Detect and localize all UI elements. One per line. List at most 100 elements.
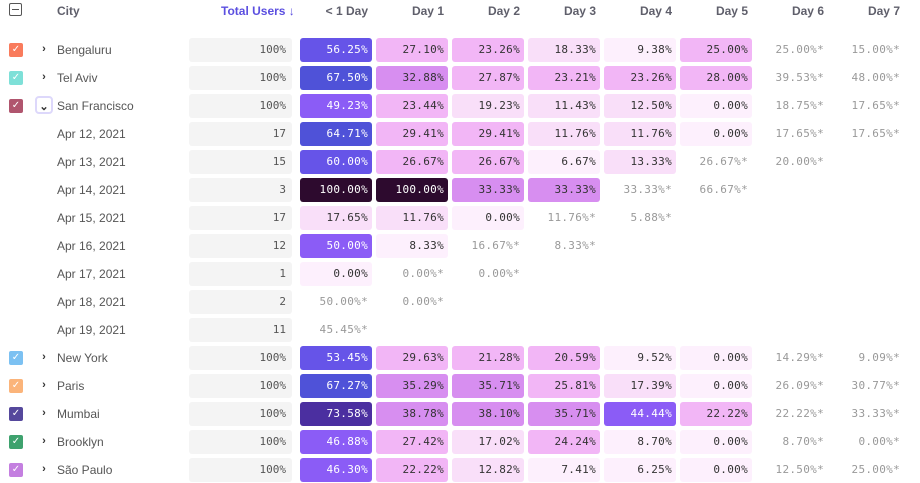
row-checkbox[interactable]: ✓ bbox=[9, 407, 23, 421]
retention-cell: 22.22% bbox=[680, 402, 752, 426]
chevron-right-icon[interactable]: › bbox=[42, 379, 46, 391]
row-checkbox[interactable]: ✓ bbox=[9, 463, 23, 477]
chevron-right-icon[interactable]: › bbox=[42, 43, 46, 55]
header-day-3[interactable]: Day 3 bbox=[563, 4, 596, 18]
header-day-2[interactable]: Day 2 bbox=[487, 4, 520, 18]
retention-cell: 25.81% bbox=[528, 374, 600, 398]
row-checkbox[interactable]: ✓ bbox=[9, 99, 23, 113]
header-total-users[interactable]: Total Users ↓ bbox=[221, 4, 295, 18]
header-city[interactable]: City bbox=[57, 4, 80, 18]
retention-cell: 0.00% bbox=[300, 262, 372, 286]
projected-retention-cell: 17.65%* bbox=[851, 99, 900, 112]
row-checkbox[interactable]: ✓ bbox=[9, 379, 23, 393]
projected-retention-cell: 33.33%* bbox=[623, 183, 672, 196]
retention-cell: 53.45% bbox=[300, 346, 372, 370]
chevron-right-icon[interactable]: › bbox=[42, 407, 46, 419]
row-checkbox[interactable]: ✓ bbox=[9, 435, 23, 449]
row-checkbox[interactable]: ✓ bbox=[9, 71, 23, 85]
retention-cell: 11.76% bbox=[528, 122, 600, 146]
total-users-cell: 100% bbox=[189, 66, 292, 90]
check-icon: ✓ bbox=[11, 380, 21, 391]
projected-retention-cell: 66.67%* bbox=[699, 183, 748, 196]
check-icon: ✓ bbox=[11, 408, 21, 419]
retention-cell: 28.00% bbox=[680, 66, 752, 90]
retention-cell: 23.44% bbox=[376, 94, 448, 118]
retention-cell: 13.33% bbox=[604, 150, 676, 174]
check-icon: ✓ bbox=[11, 44, 21, 55]
header-day-7[interactable]: Day 7 bbox=[867, 4, 900, 18]
projected-retention-cell: 39.53%* bbox=[775, 71, 824, 84]
city-row: ✓ › São Paulo 100% 46.30% 22.22% 12.82% 7.41% 6.… bbox=[0, 458, 920, 482]
row-checkbox[interactable]: ✓ bbox=[9, 351, 23, 365]
total-users-cell: 12 bbox=[189, 234, 292, 258]
retention-cell: 33.33% bbox=[452, 178, 524, 202]
projected-retention-cell: 0.00%* bbox=[858, 435, 900, 448]
retention-cell: 17.39% bbox=[604, 374, 676, 398]
select-all-checkbox[interactable] bbox=[9, 3, 22, 16]
projected-retention-cell: 14.29%* bbox=[775, 351, 824, 364]
retention-cell: 8.70% bbox=[604, 430, 676, 454]
check-icon: ✓ bbox=[11, 436, 21, 447]
row-label: Bengaluru bbox=[57, 43, 112, 57]
retention-cell: 23.21% bbox=[528, 66, 600, 90]
retention-cell: 26.67% bbox=[452, 150, 524, 174]
chevron-right-icon[interactable]: › bbox=[42, 463, 46, 475]
projected-retention-cell: 26.67%* bbox=[699, 155, 748, 168]
chevron-right-icon[interactable]: › bbox=[42, 351, 46, 363]
total-users-cell: 100% bbox=[189, 374, 292, 398]
retention-cell: 46.30% bbox=[300, 458, 372, 482]
row-label: Apr 16, 2021 bbox=[57, 239, 126, 253]
total-users-cell: 15 bbox=[189, 150, 292, 174]
total-users-cell: 100% bbox=[189, 94, 292, 118]
header-1-day[interactable]: < 1 Day bbox=[325, 4, 368, 18]
chevron-right-icon[interactable]: › bbox=[42, 71, 46, 83]
date-row: Apr 15, 2021 17 17.65% 11.76% 0.00% 11.76%* 5.… bbox=[0, 206, 920, 230]
retention-cell: 19.23% bbox=[452, 94, 524, 118]
date-row: Apr 17, 2021 1 0.00% 0.00%* 0.00%* bbox=[0, 262, 920, 286]
retention-cell: 67.50% bbox=[300, 66, 372, 90]
projected-retention-cell: 17.65%* bbox=[775, 127, 824, 140]
projected-retention-cell: 48.00%* bbox=[851, 71, 900, 84]
row-label: Apr 18, 2021 bbox=[57, 295, 126, 309]
chevron-right-icon[interactable]: › bbox=[42, 435, 46, 447]
projected-retention-cell: 8.33%* bbox=[554, 239, 596, 252]
projected-retention-cell: 45.45%* bbox=[319, 323, 368, 336]
retention-cell: 60.00% bbox=[300, 150, 372, 174]
row-checkbox[interactable]: ✓ bbox=[9, 43, 23, 57]
row-label: Apr 19, 2021 bbox=[57, 323, 126, 337]
total-users-cell: 100% bbox=[189, 458, 292, 482]
row-label: San Francisco bbox=[57, 99, 134, 113]
chevron-down-icon[interactable]: ⌄ bbox=[35, 96, 53, 114]
row-label: Brooklyn bbox=[57, 435, 104, 449]
projected-retention-cell: 9.09%* bbox=[858, 351, 900, 364]
retention-cell: 23.26% bbox=[604, 66, 676, 90]
retention-cell: 49.23% bbox=[300, 94, 372, 118]
retention-cell: 0.00% bbox=[452, 206, 524, 230]
retention-cell: 0.00% bbox=[680, 374, 752, 398]
retention-cell: 22.22% bbox=[376, 458, 448, 482]
retention-cell: 44.44% bbox=[604, 402, 676, 426]
check-icon: ✓ bbox=[11, 464, 21, 475]
projected-retention-cell: 20.00%* bbox=[775, 155, 824, 168]
header-day-4[interactable]: Day 4 bbox=[639, 4, 672, 18]
header-day-1[interactable]: Day 1 bbox=[411, 4, 444, 18]
projected-retention-cell: 50.00%* bbox=[319, 295, 368, 308]
retention-cell: 18.33% bbox=[528, 38, 600, 62]
retention-cell: 100.00% bbox=[376, 178, 448, 202]
retention-cell: 50.00% bbox=[300, 234, 372, 258]
projected-retention-cell: 26.09%* bbox=[775, 379, 824, 392]
row-label: Apr 12, 2021 bbox=[57, 127, 126, 141]
header-day-5[interactable]: Day 5 bbox=[715, 4, 748, 18]
retention-cell: 29.41% bbox=[376, 122, 448, 146]
header-day-6[interactable]: Day 6 bbox=[791, 4, 824, 18]
projected-retention-cell: 0.00%* bbox=[402, 295, 444, 308]
retention-cell: 11.76% bbox=[604, 122, 676, 146]
retention-cell: 8.33% bbox=[376, 234, 448, 258]
total-users-cell: 11 bbox=[189, 318, 292, 342]
row-label: New York bbox=[57, 351, 108, 365]
city-row: ✓ › Paris 100% 67.27% 35.29% 35.71% 25.81% 17.39… bbox=[0, 374, 920, 398]
row-label: Apr 15, 2021 bbox=[57, 211, 126, 225]
date-row: Apr 16, 2021 12 50.00% 8.33% 16.67%* 8.33%* bbox=[0, 234, 920, 258]
retention-cell: 17.65% bbox=[300, 206, 372, 230]
city-row: ✓ › Tel Aviv 100% 67.50% 32.88% 27.87% 23.21% 23… bbox=[0, 66, 920, 90]
